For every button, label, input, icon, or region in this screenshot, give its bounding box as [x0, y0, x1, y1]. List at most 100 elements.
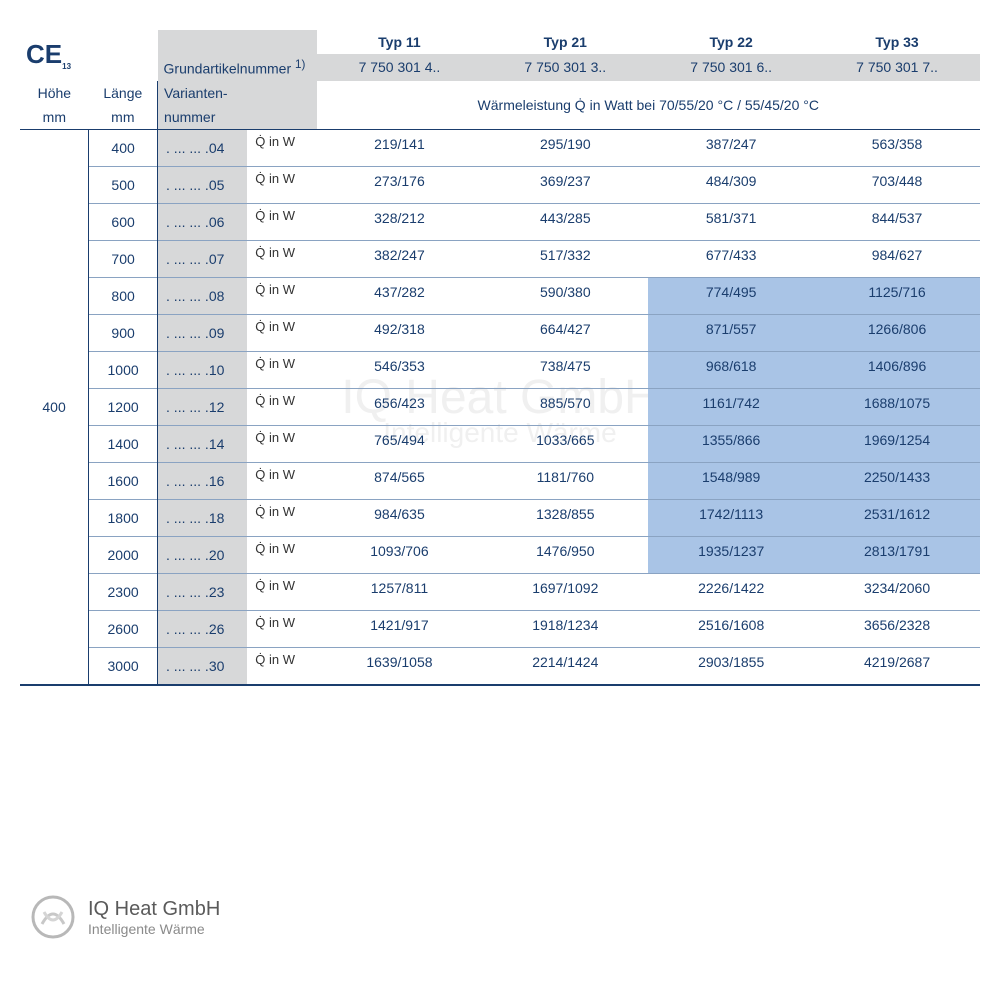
laenge-cell: 1200: [89, 388, 158, 425]
value-cell: 1093/706: [317, 536, 483, 573]
header-row-types: CE13 Typ 11 Typ 21 Typ 22 Typ 33: [20, 30, 980, 54]
laenge-cell: 1400: [89, 425, 158, 462]
value-cell: 1421/917: [317, 610, 483, 647]
value-cell: 1406/896: [814, 351, 980, 388]
value-cell: 677/433: [648, 240, 814, 277]
type-header-22: Typ 22: [648, 30, 814, 54]
varianten-label-1: Varianten-: [158, 81, 248, 105]
footer-tagline: Intelligente Wärme: [88, 921, 220, 937]
value-cell: 1918/1234: [482, 610, 648, 647]
q-label-cell: Q̇ in W: [247, 462, 316, 499]
header-row-labels-1: Höhe Länge Varianten- Wärmeleistung Q̇ i…: [20, 81, 980, 105]
footer-company: IQ Heat GmbH: [88, 898, 220, 921]
value-cell: 517/332: [482, 240, 648, 277]
laenge-cell: 900: [89, 314, 158, 351]
variant-cell: . ... ... .30: [158, 647, 248, 684]
value-cell: 2250/1433: [814, 462, 980, 499]
value-cell: 328/212: [317, 203, 483, 240]
value-cell: 664/427: [482, 314, 648, 351]
grundartikel-label: Grundartikelnummer 1): [158, 54, 317, 81]
q-label-cell: Q̇ in W: [247, 203, 316, 240]
value-cell: 1688/1075: [814, 388, 980, 425]
variant-cell: . ... ... .23: [158, 573, 248, 610]
value-cell: 581/371: [648, 203, 814, 240]
value-cell: 1639/1058: [317, 647, 483, 684]
value-cell: 1125/716: [814, 277, 980, 314]
value-cell: 874/565: [317, 462, 483, 499]
value-cell: 738/475: [482, 351, 648, 388]
value-cell: 703/448: [814, 166, 980, 203]
variant-cell: . ... ... .08: [158, 277, 248, 314]
hoehe-unit: mm: [20, 105, 89, 130]
laenge-cell: 2300: [89, 573, 158, 610]
value-cell: 443/285: [482, 203, 648, 240]
value-cell: 387/247: [648, 129, 814, 166]
hoehe-value: 400: [20, 129, 89, 684]
q-label-cell: Q̇ in W: [247, 240, 316, 277]
laenge-cell: 2000: [89, 536, 158, 573]
q-label-cell: Q̇ in W: [247, 610, 316, 647]
laenge-cell: 1800: [89, 499, 158, 536]
value-cell: 219/141: [317, 129, 483, 166]
laenge-cell: 1600: [89, 462, 158, 499]
header-row-articles: Grundartikelnummer 1) 7 750 301 4.. 7 75…: [20, 54, 980, 81]
value-cell: 590/380: [482, 277, 648, 314]
footer-text: IQ Heat GmbH Intelligente Wärme: [88, 898, 220, 937]
value-cell: 1355/866: [648, 425, 814, 462]
footer-logo-icon: [30, 894, 76, 940]
value-cell: 1181/760: [482, 462, 648, 499]
varianten-label-2: nummer: [158, 105, 248, 130]
value-cell: 885/570: [482, 388, 648, 425]
value-cell: 437/282: [317, 277, 483, 314]
q-label-cell: Q̇ in W: [247, 647, 316, 684]
variant-cell: . ... ... .20: [158, 536, 248, 573]
value-cell: 4219/2687: [814, 647, 980, 684]
q-label-cell: Q̇ in W: [247, 314, 316, 351]
value-cell: 1033/665: [482, 425, 648, 462]
value-cell: 871/557: [648, 314, 814, 351]
q-label-cell: Q̇ in W: [247, 277, 316, 314]
waerme-caption: Wärmeleistung Q̇ in Watt bei 70/55/20 °C…: [317, 81, 980, 130]
value-cell: 2531/1612: [814, 499, 980, 536]
value-cell: 2214/1424: [482, 647, 648, 684]
value-cell: 295/190: [482, 129, 648, 166]
q-label-cell: Q̇ in W: [247, 573, 316, 610]
value-cell: 774/495: [648, 277, 814, 314]
value-cell: 484/309: [648, 166, 814, 203]
value-cell: 1697/1092: [482, 573, 648, 610]
value-cell: 2516/1608: [648, 610, 814, 647]
laenge-cell: 400: [89, 129, 158, 166]
value-cell: 2813/1791: [814, 536, 980, 573]
value-cell: 984/635: [317, 499, 483, 536]
q-label-cell: Q̇ in W: [247, 129, 316, 166]
variant-cell: . ... ... .14: [158, 425, 248, 462]
value-cell: 3234/2060: [814, 573, 980, 610]
variant-cell: . ... ... .26: [158, 610, 248, 647]
value-cell: 1328/855: [482, 499, 648, 536]
value-cell: 369/237: [482, 166, 648, 203]
laenge-cell: 2600: [89, 610, 158, 647]
variant-cell: . ... ... .06: [158, 203, 248, 240]
value-cell: 765/494: [317, 425, 483, 462]
variant-cell: . ... ... .04: [158, 129, 248, 166]
laenge-cell: 700: [89, 240, 158, 277]
value-cell: 968/618: [648, 351, 814, 388]
value-cell: 546/353: [317, 351, 483, 388]
laenge-cell: 3000: [89, 647, 158, 684]
q-label-cell: Q̇ in W: [247, 388, 316, 425]
hoehe-label: Höhe: [20, 81, 89, 105]
trailing-border: [20, 684, 980, 685]
laenge-cell: 800: [89, 277, 158, 314]
ce-subscript: 13: [62, 62, 71, 71]
type-header-33: Typ 33: [814, 30, 980, 54]
type-header-11: Typ 11: [317, 30, 483, 54]
value-cell: 3656/2328: [814, 610, 980, 647]
value-cell: 1935/1237: [648, 536, 814, 573]
q-label-cell: Q̇ in W: [247, 499, 316, 536]
value-cell: 492/318: [317, 314, 483, 351]
variant-cell: . ... ... .16: [158, 462, 248, 499]
q-label-cell: Q̇ in W: [247, 425, 316, 462]
footer: IQ Heat GmbH Intelligente Wärme: [30, 894, 220, 940]
value-cell: 1266/806: [814, 314, 980, 351]
q-label-cell: Q̇ in W: [247, 351, 316, 388]
